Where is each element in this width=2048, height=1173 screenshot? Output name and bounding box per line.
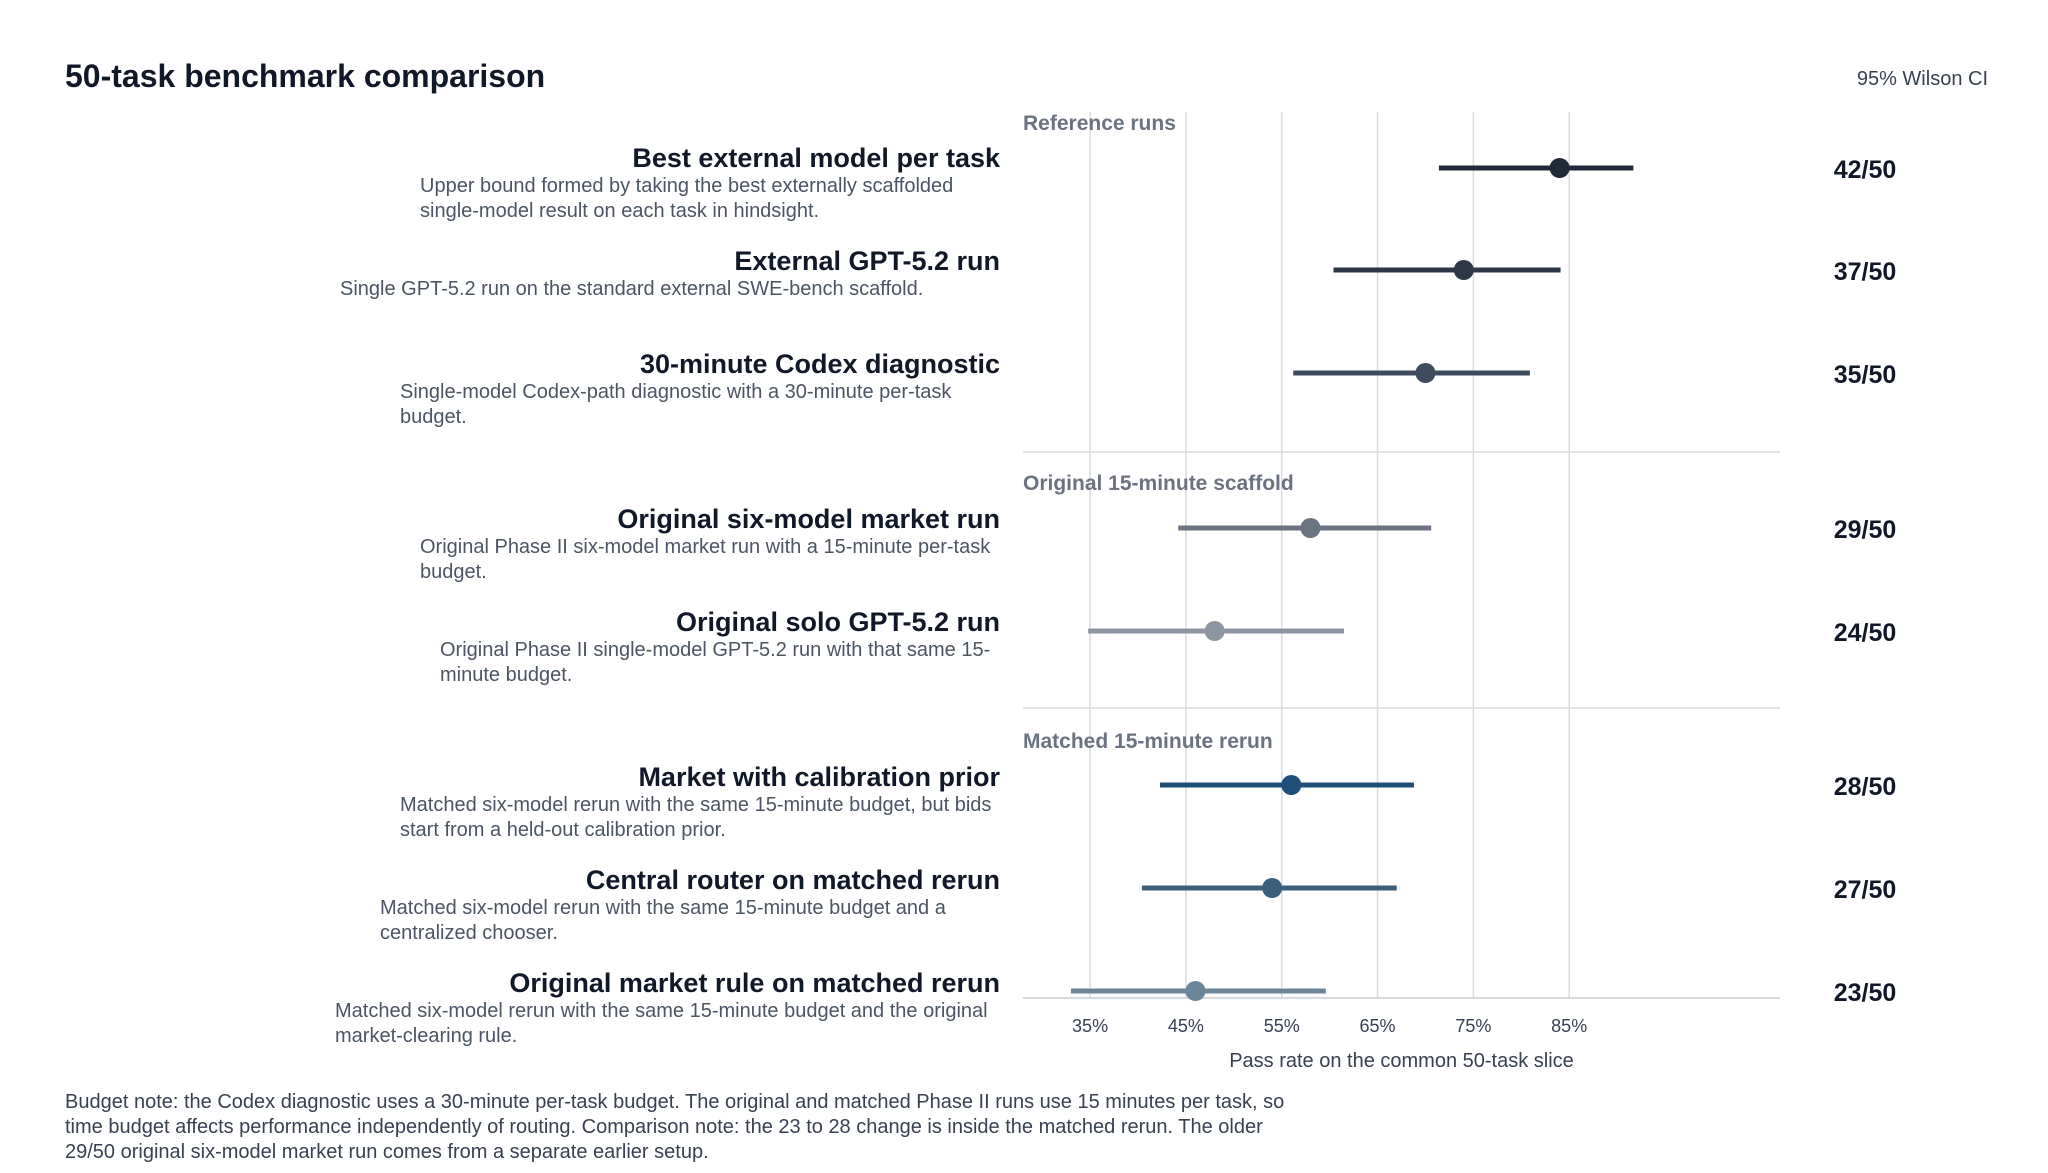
x-tick-label: 85% [1551,1016,1587,1036]
point-estimate [1185,981,1206,1001]
row-description: Single-model Codex-path diagnostic with … [400,381,952,428]
row-name: Original market rule on matched rerun [509,968,1000,998]
count-label: 23/50 [1834,979,1897,1007]
row-label: Central router on matched rerun Matched … [380,864,1000,946]
row-label: Original market rule on matched rerun Ma… [335,967,1000,1049]
row-name: Best external model per task [632,143,1000,173]
row-name: External GPT-5.2 run [734,246,1000,276]
x-tick-label: 75% [1455,1016,1491,1036]
count-label: 29/50 [1834,516,1897,544]
row-description: Matched six-model rerun with the same 15… [380,897,946,944]
row-label: Original six-model market run Original P… [420,503,1000,585]
footnote: Budget note: the Codex diagnostic uses a… [65,1091,1285,1163]
row-name: Original solo GPT-5.2 run [675,607,1000,637]
row-description: Original Phase II single-model GPT-5.2 r… [440,639,991,686]
count-label: 35/50 [1834,361,1897,389]
row-labels: Best external model per task Upper bound… [0,0,1000,1173]
row-label: Best external model per task Upper bound… [420,142,1000,224]
x-tick-label: 45% [1168,1016,1204,1036]
point-estimate [1204,621,1225,641]
group-label: Matched 15-minute rerun [1023,730,1273,753]
row-label: External GPT-5.2 run Single GPT-5.2 run … [340,245,1000,302]
row-name: Central router on matched rerun [585,865,1000,895]
chart-title: 50-task benchmark comparison [65,58,546,94]
row-description: Single GPT-5.2 run on the standard exter… [340,278,924,300]
point-estimate [1300,518,1321,538]
point-estimate [1281,775,1302,795]
row-name: Market with calibration prior [638,762,1000,792]
count-label: 24/50 [1834,619,1897,647]
row-name: Original six-model market run [617,504,1000,534]
row-description: Matched six-model rerun with the same 15… [335,1000,988,1047]
count-label: 28/50 [1834,773,1897,801]
row-label: Original solo GPT-5.2 run Original Phase… [440,606,1000,688]
point-estimate [1453,260,1474,280]
x-tick-label: 55% [1264,1016,1300,1036]
row-description: Upper bound formed by taking the best ex… [420,175,954,222]
point-estimate [1262,878,1283,898]
x-tick-label: 65% [1360,1016,1396,1036]
row-name: 30-minute Codex diagnostic [639,349,1000,379]
row-label: Market with calibration prior Matched si… [400,761,1000,843]
row-description: Original Phase II six-model market run w… [420,536,991,583]
point-estimate [1549,158,1570,178]
row-description: Matched six-model rerun with the same 15… [400,794,992,841]
group-label: Original 15-minute scaffold [1023,472,1294,495]
point-estimate [1415,363,1436,383]
x-axis-label: Pass rate on the common 50-task slice [1229,1050,1574,1072]
count-label: 27/50 [1834,876,1897,904]
row-label: 30-minute Codex diagnostic Single-model … [400,348,1000,430]
count-label: 37/50 [1834,258,1897,286]
x-tick-label: 35% [1072,1016,1108,1036]
count-label: 42/50 [1834,156,1897,184]
group-label: Reference runs [1023,112,1176,135]
ci-note: 95% Wilson CI [1856,68,1988,90]
